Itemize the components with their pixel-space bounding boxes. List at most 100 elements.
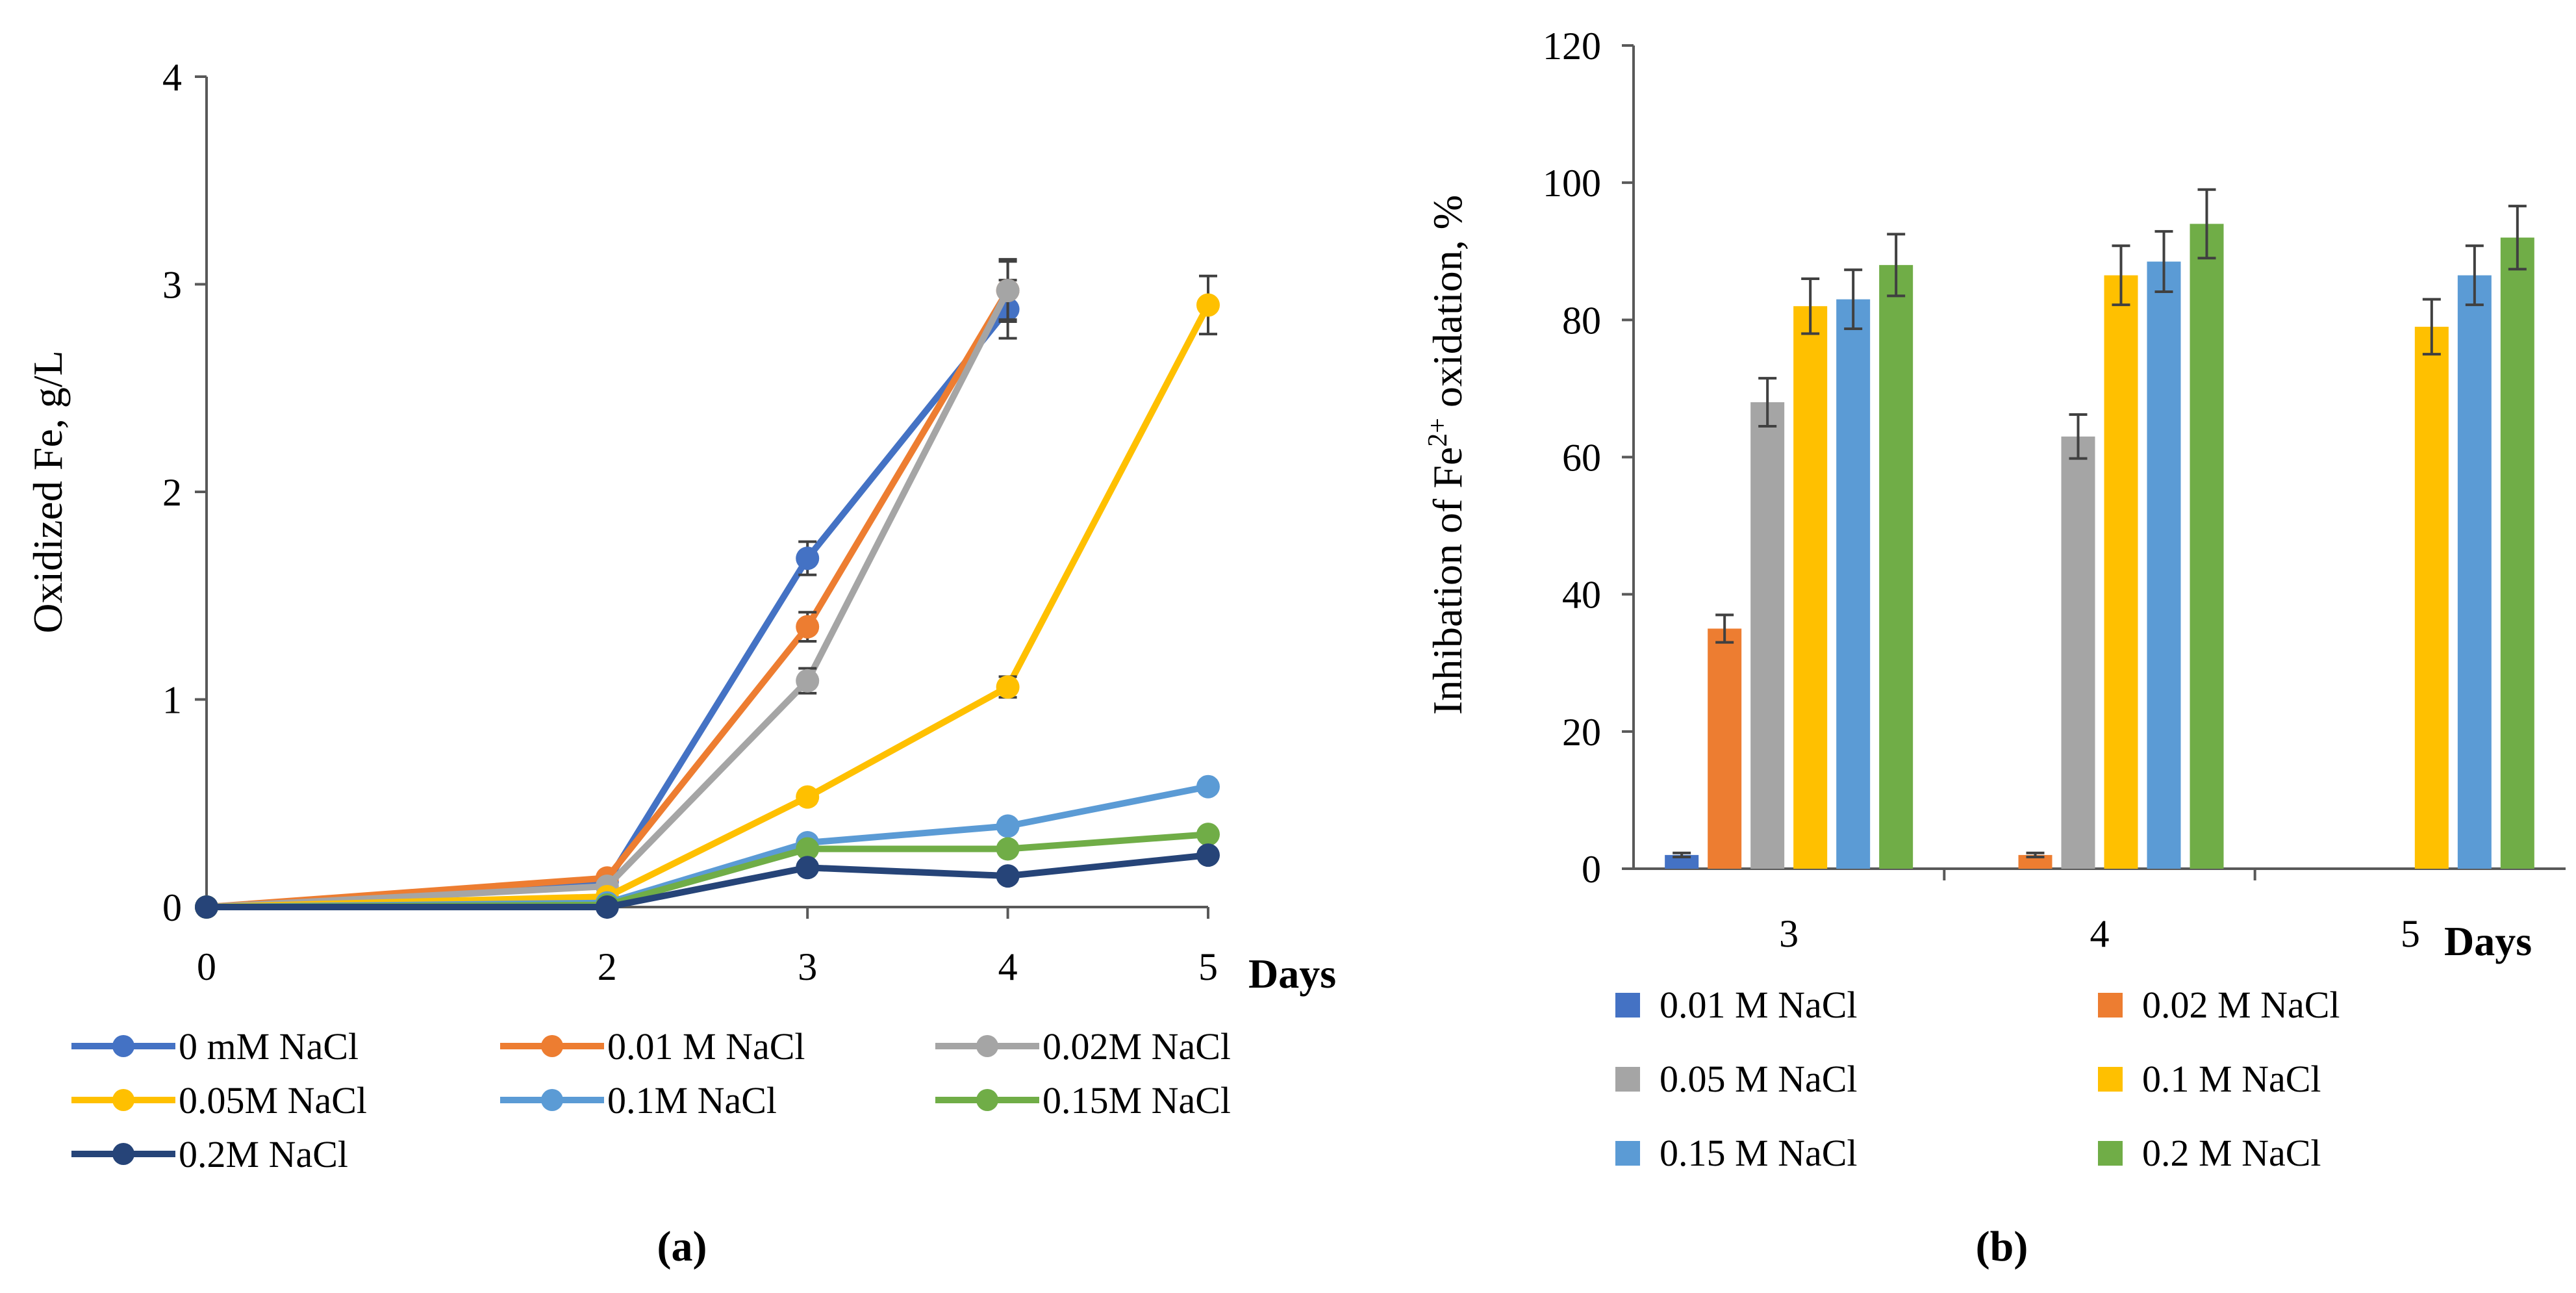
b-legend-swatch [1615, 1067, 1640, 1092]
a-legend-label: 0.02M NaCl [1042, 1025, 1231, 1068]
a-data-point [1196, 843, 1220, 867]
a-x-tick-label: 3 [798, 945, 817, 988]
a-data-point [996, 675, 1020, 699]
b-bar [1836, 299, 1871, 869]
b-y-axis-title: Inhibation of Fe2+ oxidation, % [1423, 195, 1471, 715]
a-legend-label: 0.15M NaCl [1042, 1079, 1231, 1121]
b-legend-label: 0.1 M NaCl [2142, 1058, 2321, 1100]
b-y-axis-title-main: Inhibation of Fe [1424, 447, 1471, 715]
a-data-point [996, 837, 1020, 861]
a-legend-item: 0.05M NaCl [71, 1079, 367, 1121]
a-legend-item: 0.15M NaCl [935, 1079, 1231, 1121]
b-bar [2500, 237, 2534, 869]
b-series-0 [1665, 851, 1699, 869]
a-y-tick-label: 0 [162, 886, 182, 929]
a-series-3 [195, 274, 1220, 919]
b-x-tick-label: 5 [2401, 912, 2420, 955]
b-legend-item: 0.2 M NaCl [2098, 1132, 2321, 1174]
b-panel-label: (b) [1976, 1223, 2028, 1270]
b-legend-swatch [1615, 993, 1640, 1018]
panel-a-line-chart: 0 1 2 3 4 0 2 3 4 5 Oxidized Fe, g/L Days 0 mM N… [25, 56, 1336, 1270]
b-legend-label: 0.15 M NaCl [1660, 1132, 1858, 1174]
b-bar [2457, 275, 2492, 869]
a-legend-marker [112, 1143, 134, 1165]
b-bar [1708, 628, 1742, 869]
a-y-tick-label: 3 [162, 264, 182, 307]
b-legend-swatch [2098, 1067, 2123, 1092]
a-data-point [796, 837, 820, 861]
a-series-line [206, 288, 1011, 910]
b-legend-item: 0.1 M NaCl [2098, 1058, 2321, 1100]
b-legend-label: 0.2 M NaCl [2142, 1132, 2321, 1174]
a-y-axis-title: Oxidized Fe, g/L [25, 350, 71, 633]
b-legend-item: 0.01 M NaCl [1615, 984, 1858, 1026]
a-y-tick-label: 4 [162, 56, 182, 99]
a-data-point [796, 615, 820, 639]
a-data-point [796, 785, 820, 809]
b-y-tick-label: 60 [1562, 437, 1601, 480]
a-legend-item: 0.02M NaCl [935, 1025, 1231, 1068]
a-legend-marker [541, 1035, 563, 1057]
b-y-axis-title-tail: oxidation, % [1424, 195, 1471, 418]
b-legend-item: 0.05 M NaCl [1615, 1058, 1858, 1100]
b-y-tick-label: 120 [1543, 25, 1601, 68]
b-y-tick-label: 0 [1582, 848, 1601, 891]
b-bar [1793, 306, 1828, 869]
a-series-1 [195, 260, 1020, 919]
a-data-point [996, 864, 1020, 888]
a-x-tick-label: 5 [1198, 945, 1218, 988]
b-x-axis-title: Days [2444, 918, 2532, 964]
a-legend-marker [112, 1089, 134, 1111]
b-bar [2414, 326, 2449, 869]
b-y-tick-label: 80 [1562, 299, 1601, 342]
a-legend-label: 0.1M NaCl [607, 1079, 777, 1121]
b-legend-swatch [2098, 993, 2123, 1018]
a-series-line [206, 307, 1011, 910]
a-panel-label: (a) [657, 1223, 707, 1270]
a-data-point [996, 814, 1020, 838]
a-legend-marker [112, 1035, 134, 1057]
b-x-tick-label: 4 [2090, 912, 2110, 955]
a-series-6 [195, 843, 1220, 919]
a-x-axis-title: Days [1248, 951, 1336, 997]
b-legend-label: 0.01 M NaCl [1660, 984, 1858, 1026]
b-series-1 [1708, 613, 2052, 869]
b-bar [1750, 402, 1785, 869]
a-legend-label: 0 mM NaCl [179, 1025, 359, 1068]
b-x-tick-label: 3 [1779, 912, 1799, 955]
a-legend-marker [976, 1089, 998, 1111]
a-series-2 [195, 258, 1020, 919]
a-y-tick-label: 1 [162, 679, 182, 722]
a-legend-item: 0.2M NaCl [71, 1133, 348, 1175]
b-bar [2104, 275, 2138, 869]
a-data-point [996, 279, 1020, 303]
a-x-tick-label: 0 [197, 945, 216, 988]
b-legend-item: 0.15 M NaCl [1615, 1132, 1858, 1174]
b-y-tick-label: 40 [1562, 574, 1601, 617]
a-legend-label: 0.01 M NaCl [607, 1025, 805, 1068]
a-data-point [1196, 823, 1220, 847]
a-data-point [796, 546, 820, 570]
panel-b-bar-chart: 0 20 40 60 80 100 120 3 4 5 Inhibation of Fe2+ o… [1423, 25, 2566, 1270]
a-legend-item: 0.1M NaCl [500, 1079, 777, 1121]
a-data-point [595, 895, 619, 919]
b-legend-label: 0.02 M NaCl [2142, 984, 2340, 1026]
a-legend-label: 0.2M NaCl [179, 1133, 348, 1175]
b-bar [2061, 436, 2095, 869]
a-legend-item: 0.01 M NaCl [500, 1025, 805, 1068]
a-y-tick-label: 2 [162, 471, 182, 514]
b-bar [1879, 264, 1913, 869]
a-legend-label: 0.05M NaCl [179, 1079, 367, 1121]
b-legend-item: 0.02 M NaCl [2098, 984, 2340, 1026]
a-data-point [1196, 775, 1220, 799]
b-legend-label: 0.05 M NaCl [1660, 1058, 1858, 1100]
b-y-tick-label: 20 [1562, 711, 1601, 754]
a-data-point [796, 669, 820, 693]
b-bar [2147, 261, 2181, 869]
a-data-point [195, 895, 218, 919]
b-series-2 [1750, 377, 2095, 869]
b-bar [1665, 854, 1699, 869]
b-bar [2190, 224, 2224, 869]
a-x-tick-label: 2 [598, 945, 617, 988]
